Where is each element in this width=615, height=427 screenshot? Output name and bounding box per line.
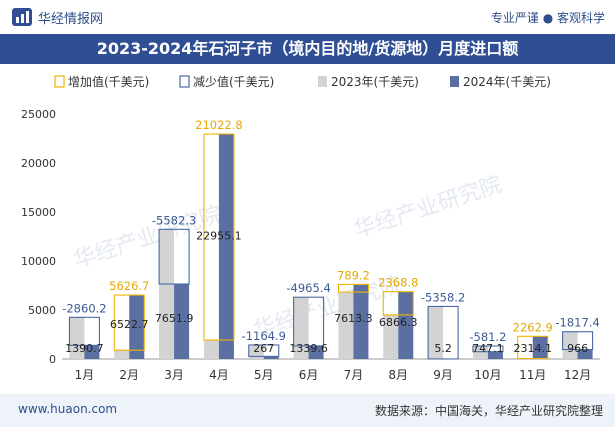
legend-label-y2024: 2024年(千美元)	[463, 75, 551, 89]
bar-2023	[114, 350, 130, 359]
footer-bar	[0, 394, 615, 427]
value-label-2024: 6522.7	[110, 318, 149, 331]
value-label-2024: 747.1	[472, 342, 504, 355]
bar-2024	[129, 295, 145, 359]
legend-label-increase: 增加值(千美元)	[68, 74, 149, 89]
increase-label: 789.2	[337, 268, 370, 282]
bar-2024	[577, 349, 593, 359]
bar-2024	[353, 284, 369, 359]
decrease-label: -1817.4	[555, 316, 599, 330]
decrease-box	[248, 344, 280, 357]
bar-2024	[398, 291, 414, 359]
x-tick-label: 7月	[344, 368, 364, 382]
value-label-2024: 1390.7	[65, 342, 104, 355]
legend-label-y2023: 2023年(千美元)	[331, 75, 419, 89]
y-tick-label: 10000	[21, 255, 56, 268]
brand-logo-icon	[12, 8, 32, 26]
value-label-2024: 966	[567, 342, 588, 355]
footer-source: 数据来源：中国海关，华经产业研究院整理	[374, 404, 603, 418]
value-label-2024: 5.2	[434, 342, 452, 355]
increase-label: 2262.9	[513, 320, 553, 334]
bar-2023	[338, 292, 354, 359]
bar-2023	[562, 331, 578, 359]
bar-2024	[308, 345, 324, 359]
value-label-2024: 6866.3	[379, 316, 418, 329]
bar-2023	[472, 345, 488, 359]
x-tick-label: 2月	[119, 368, 139, 382]
decrease-box	[158, 228, 190, 285]
bar-2024	[84, 345, 100, 359]
x-tick-label: 4月	[209, 368, 229, 382]
bar-2023	[383, 314, 399, 359]
bar-2024	[263, 356, 279, 359]
x-tick-label: 12月	[564, 368, 591, 382]
decrease-box	[293, 296, 325, 347]
value-label-2024: 7651.9	[155, 312, 194, 325]
decrease-box	[68, 316, 100, 346]
x-tick-label: 6月	[299, 368, 319, 382]
legend-swatch-increase	[54, 75, 65, 88]
footer-website: www.huaon.com	[18, 402, 118, 416]
bar-2024	[487, 351, 503, 359]
y-tick-label: 20000	[21, 157, 56, 170]
x-tick-label: 11月	[519, 368, 546, 382]
increase-label: 21022.8	[195, 118, 243, 132]
increase-box	[517, 335, 549, 360]
bar-2023	[203, 340, 219, 359]
title-bar	[0, 34, 615, 64]
value-label-2024: 22955.1	[196, 229, 242, 242]
watermark-text: 华经产业研究院	[351, 172, 505, 243]
increase-label: 5626.7	[109, 279, 149, 293]
y-tick-label: 15000	[21, 206, 56, 219]
increase-box	[203, 133, 235, 341]
decrease-label: -1164.9	[242, 329, 286, 343]
bar-2023	[293, 297, 309, 359]
decrease-label: -581.2	[469, 330, 506, 344]
x-tick-label: 9月	[433, 368, 453, 382]
bar-2023	[159, 229, 175, 359]
x-tick-label: 1月	[75, 368, 95, 382]
bar-2024	[218, 134, 234, 359]
value-label-2024: 2314.1	[514, 342, 553, 355]
y-tick-label: 25000	[21, 108, 56, 121]
bar-2023	[69, 317, 85, 359]
y-tick-label: 5000	[28, 304, 56, 317]
top-bar: 华经情报网 专业严谨 ● 客观科学	[0, 0, 615, 34]
increase-box	[382, 291, 414, 316]
brand-name: 华经情报网	[38, 12, 104, 27]
bar-2023	[248, 344, 264, 359]
value-label-2024: 267	[253, 342, 274, 355]
decrease-label: -4965.4	[286, 281, 330, 295]
decrease-label: -2860.2	[62, 301, 106, 315]
legend-swatch-decrease	[179, 75, 190, 88]
chart-title: 2023-2024年石河子市（境内目的地/货源地）月度进口额	[96, 39, 519, 58]
decrease-box	[562, 331, 594, 351]
increase-box	[337, 283, 369, 293]
decrease-label: -5582.3	[152, 213, 196, 227]
decrease-box	[427, 305, 459, 360]
legend-swatch-y2024	[450, 76, 459, 87]
bar-2023	[428, 306, 444, 359]
x-tick-label: 10月	[474, 368, 501, 382]
increase-label: 2368.8	[378, 276, 418, 290]
x-tick-label: 3月	[164, 368, 184, 382]
bar-2024	[174, 284, 190, 359]
x-tick-label: 8月	[388, 368, 408, 382]
brand-tagline: 专业严谨 ● 客观科学	[490, 11, 605, 25]
legend-label-decrease: 减少值(千美元)	[193, 74, 274, 89]
legend-swatch-y2023	[318, 76, 327, 87]
value-label-2024: 1339.6	[289, 342, 328, 355]
increase-box	[113, 294, 145, 351]
x-tick-label: 5月	[254, 368, 274, 382]
bar-2024	[532, 336, 548, 359]
value-label-2024: 7613.3	[334, 312, 373, 325]
decrease-label: -5358.2	[421, 290, 465, 304]
y-tick-label: 0	[49, 353, 56, 366]
decrease-box	[472, 345, 504, 353]
